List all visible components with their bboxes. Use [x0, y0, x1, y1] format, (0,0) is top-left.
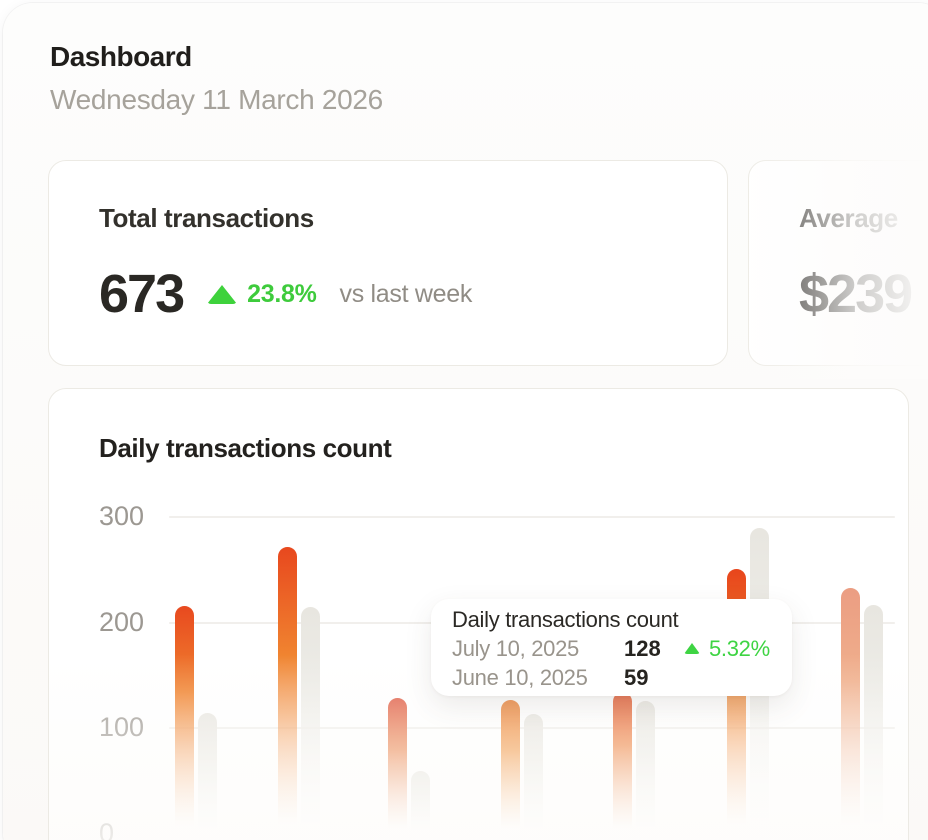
- bar-previous-1[interactable]: [300, 606, 320, 833]
- kpi-value-row: $239: [799, 264, 913, 324]
- tooltip-row: June 10, 2025 59: [452, 663, 772, 692]
- kpi-value: 673: [99, 264, 185, 324]
- bar-current-1[interactable]: [278, 546, 297, 833]
- bar-current-0[interactable]: [175, 605, 194, 833]
- bar-current-2[interactable]: [388, 697, 407, 833]
- chart-tooltip: Daily transactions count July 10, 2025 1…: [431, 599, 792, 696]
- bar-current-3[interactable]: [501, 699, 520, 833]
- kpi-title: Total transactions: [99, 203, 314, 233]
- tooltip-value: 59: [624, 664, 649, 690]
- page-title: Dashboard: [50, 41, 192, 72]
- bar-current-4[interactable]: [613, 692, 632, 833]
- bar-chart: Daily transactions count July 10, 2025 1…: [49, 389, 908, 840]
- bar-previous-0[interactable]: [197, 712, 217, 833]
- kpi-comparison-label: vs last week: [339, 279, 473, 308]
- kpi-card-total-transactions: Total transactions 673 23.8% vs last wee…: [48, 160, 728, 366]
- tooltip-row: July 10, 2025 128 5.32%: [452, 634, 772, 663]
- bar-previous-2[interactable]: [410, 770, 430, 833]
- y-axis-label: 300: [99, 500, 145, 531]
- bar-previous-3[interactable]: [523, 713, 543, 833]
- tooltip-title: Daily transactions count: [452, 607, 679, 632]
- tooltip-date-label: June 10, 2025: [452, 664, 588, 690]
- chart-card: Daily transactions count Daily transacti…: [48, 388, 909, 840]
- app-window: Dashboard Wednesday 11 March 2026 Total …: [3, 3, 928, 840]
- arrow-up-icon: [207, 284, 238, 304]
- tooltip-delta: 5.32%: [709, 635, 770, 661]
- arrow-up-icon: [684, 643, 700, 654]
- bar-current-6[interactable]: [841, 587, 860, 833]
- bar-previous-4[interactable]: [635, 700, 655, 833]
- y-axis-label: 100: [99, 712, 145, 743]
- tooltip-value: 128: [624, 635, 661, 661]
- kpi-value-row: 673 23.8% vs last week: [99, 266, 472, 322]
- kpi-value: $239: [799, 264, 913, 324]
- bar-previous-6[interactable]: [863, 604, 883, 833]
- y-axis-label: 200: [99, 606, 145, 637]
- page-date: Wednesday 11 March 2026: [50, 84, 383, 115]
- kpi-card-average: Average $239: [748, 160, 928, 366]
- kpi-delta: 23.8%: [247, 279, 317, 308]
- y-axis-label: 0: [99, 818, 115, 840]
- gridline: [169, 515, 895, 518]
- kpi-title: Average: [799, 203, 898, 233]
- tooltip-date-label: July 10, 2025: [452, 635, 579, 661]
